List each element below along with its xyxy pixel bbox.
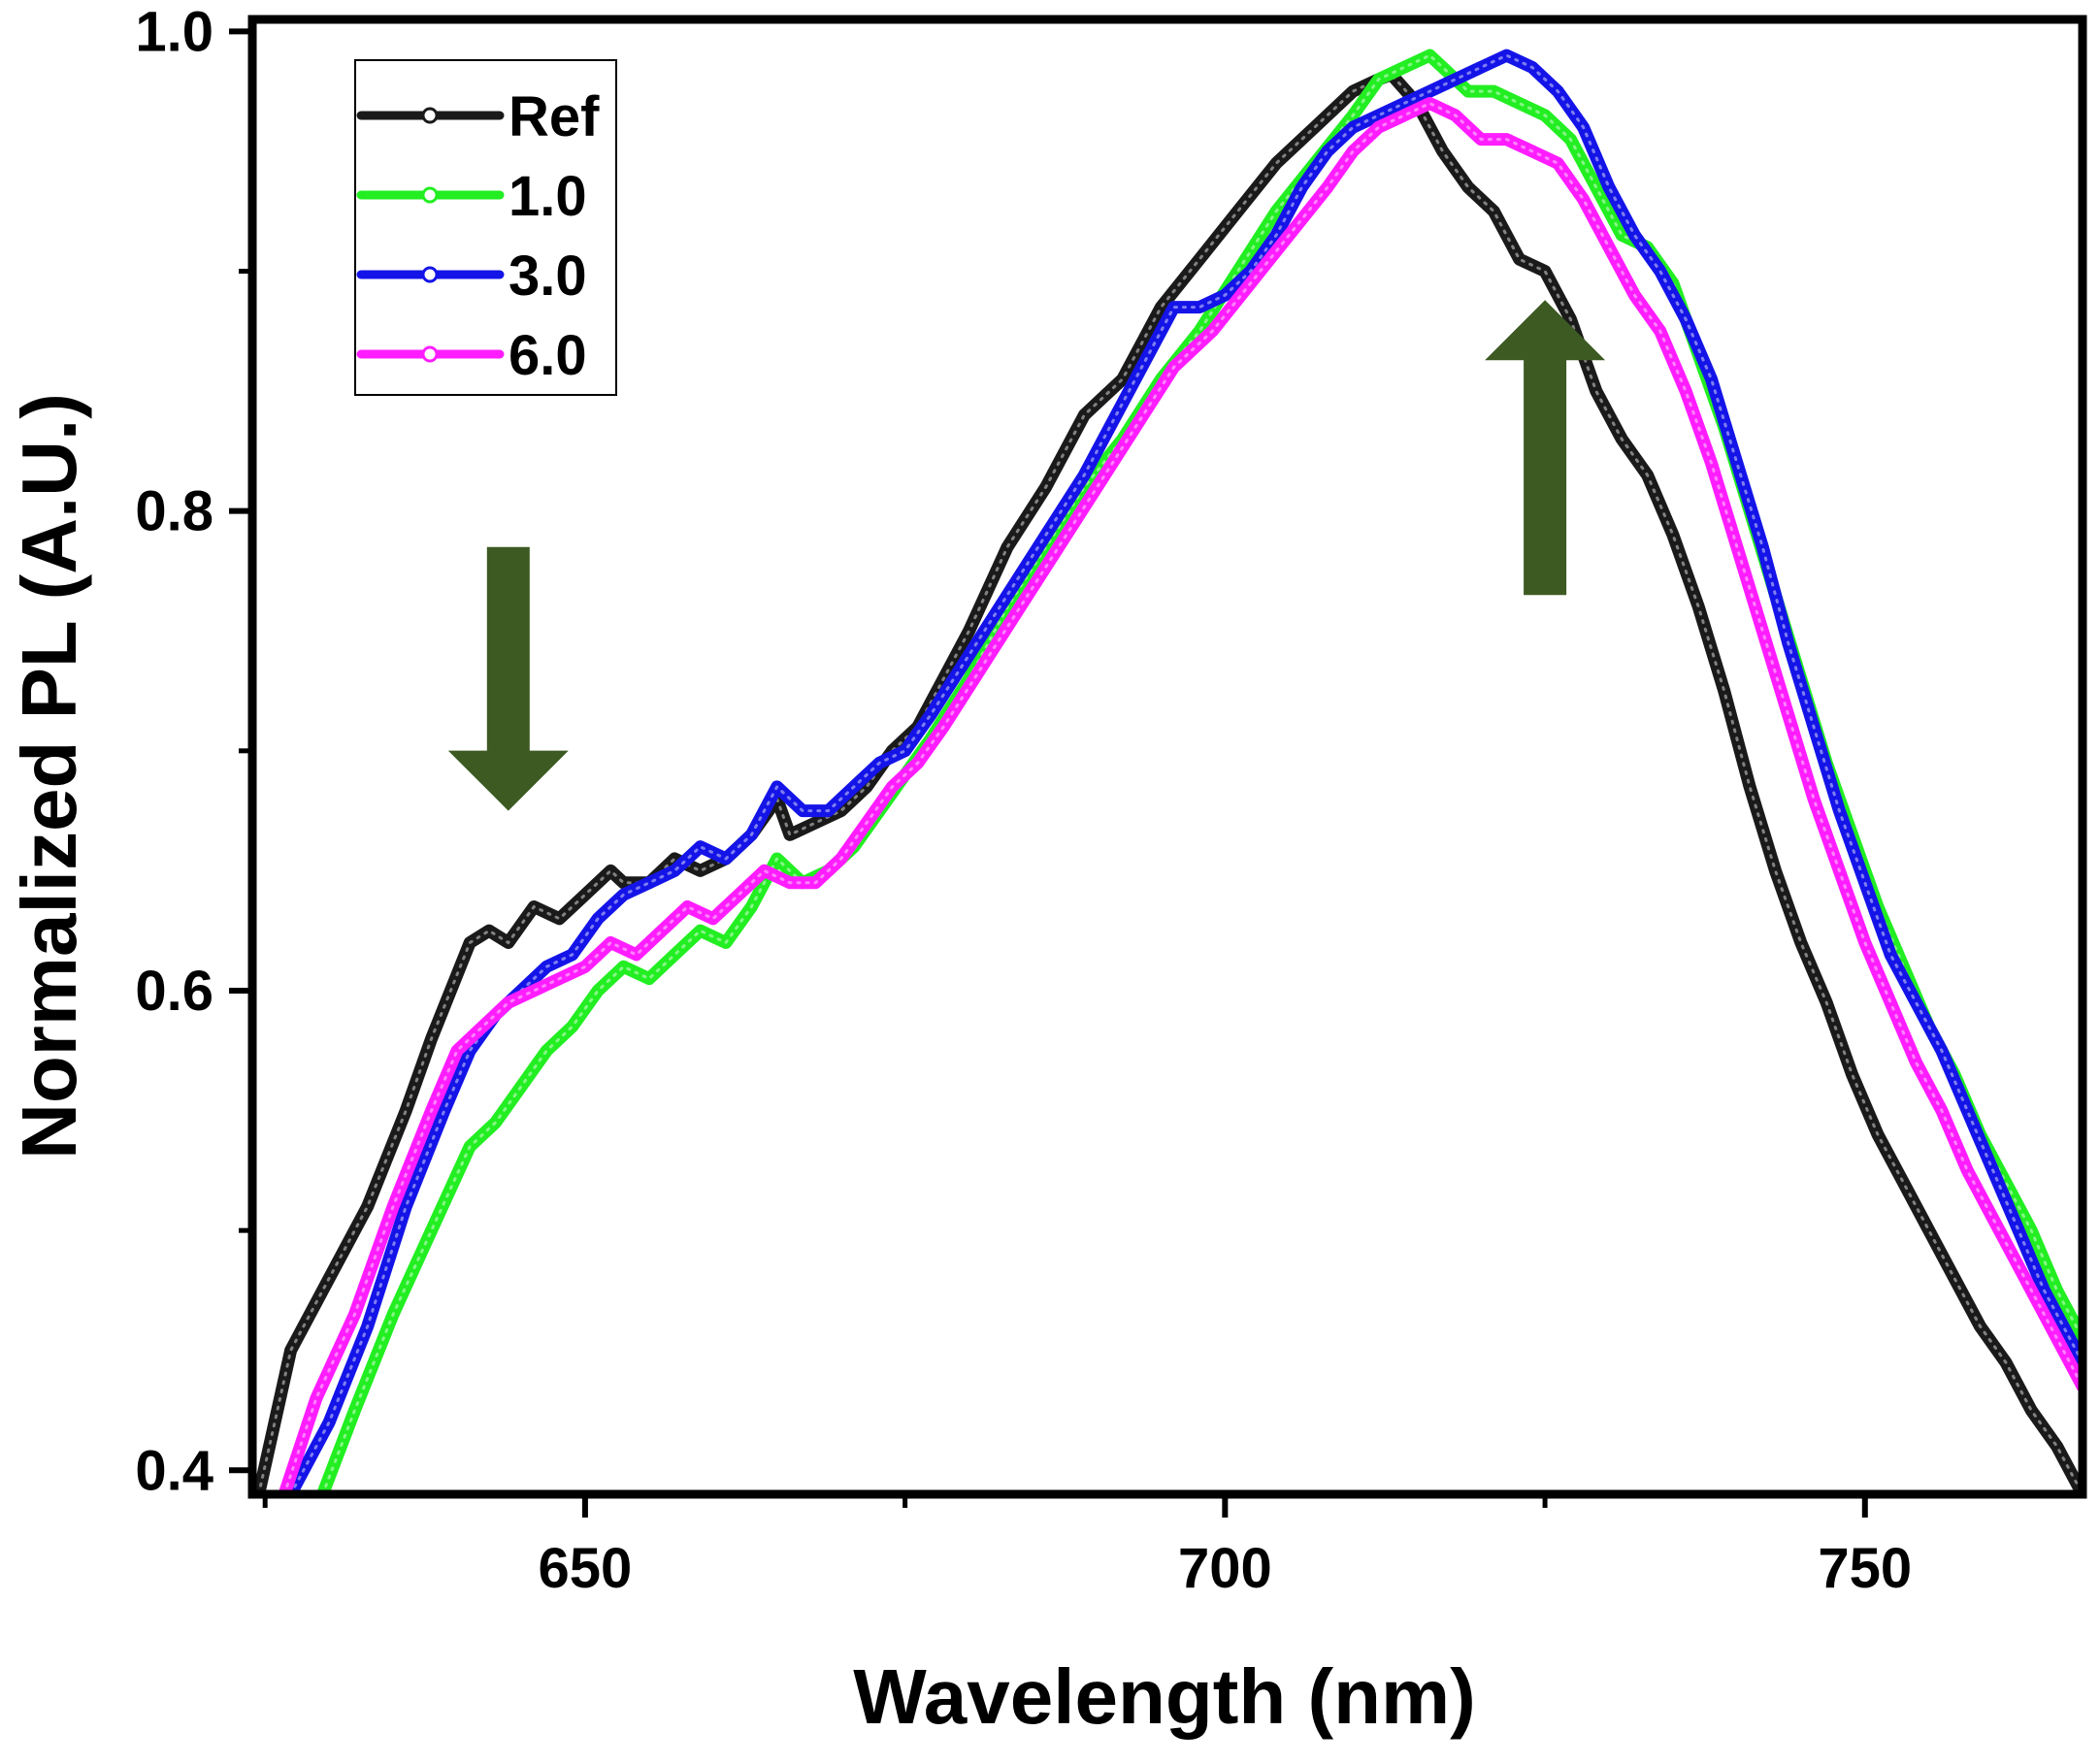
x-tick-label: 700 [1178,1537,1272,1600]
legend-entry-3.0: 3.0 [356,245,587,308]
legend-label: Ref [509,85,600,148]
arrow-up-icon [1485,300,1606,596]
tick-layer: 650 700 750 0.4 0.6 0.8 1.0 [135,0,1912,1600]
arrow-down-icon [447,546,569,811]
y-tick-label: 0.6 [135,960,213,1023]
x-tick-label: 650 [539,1537,633,1600]
x-tick-label: 750 [1818,1537,1912,1600]
x-axis-title: Wavelength (nm) [853,1653,1475,1740]
series-markers-6.0 [282,101,2083,1494]
legend-marker [421,186,439,204]
legend-marker [421,345,439,363]
series-line-Ref [252,68,2083,1494]
series-line-3.0 [284,49,2083,1494]
series-markers-3.0 [289,53,2083,1494]
legend-marker [421,107,439,124]
legend-entry-Ref: Ref [356,85,600,148]
legend: Ref 1.0 3.0 6.0 [354,59,617,396]
legend-marker [421,266,439,283]
series-3.0 [284,49,2083,1494]
series-line-6.0 [278,97,2083,1494]
plot-frame [247,15,2087,1499]
legend-label: 1.0 [509,165,587,228]
legend-label: 6.0 [509,324,587,387]
y-axis-title: Normalized PL (A.U.) [6,393,92,1160]
legend-entry-1.0: 1.0 [356,165,587,228]
y-tick-label: 0.4 [135,1439,213,1502]
legend-label: 3.0 [509,245,587,308]
series-layer [252,49,2083,1494]
y-tick-label: 0.8 [135,480,213,543]
legend-entry-6.0: 6.0 [356,324,587,387]
annotation-layer [447,300,1606,811]
series-6.0 [278,97,2083,1494]
y-tick-label: 1.0 [135,0,213,63]
series-Ref [252,68,2083,1494]
